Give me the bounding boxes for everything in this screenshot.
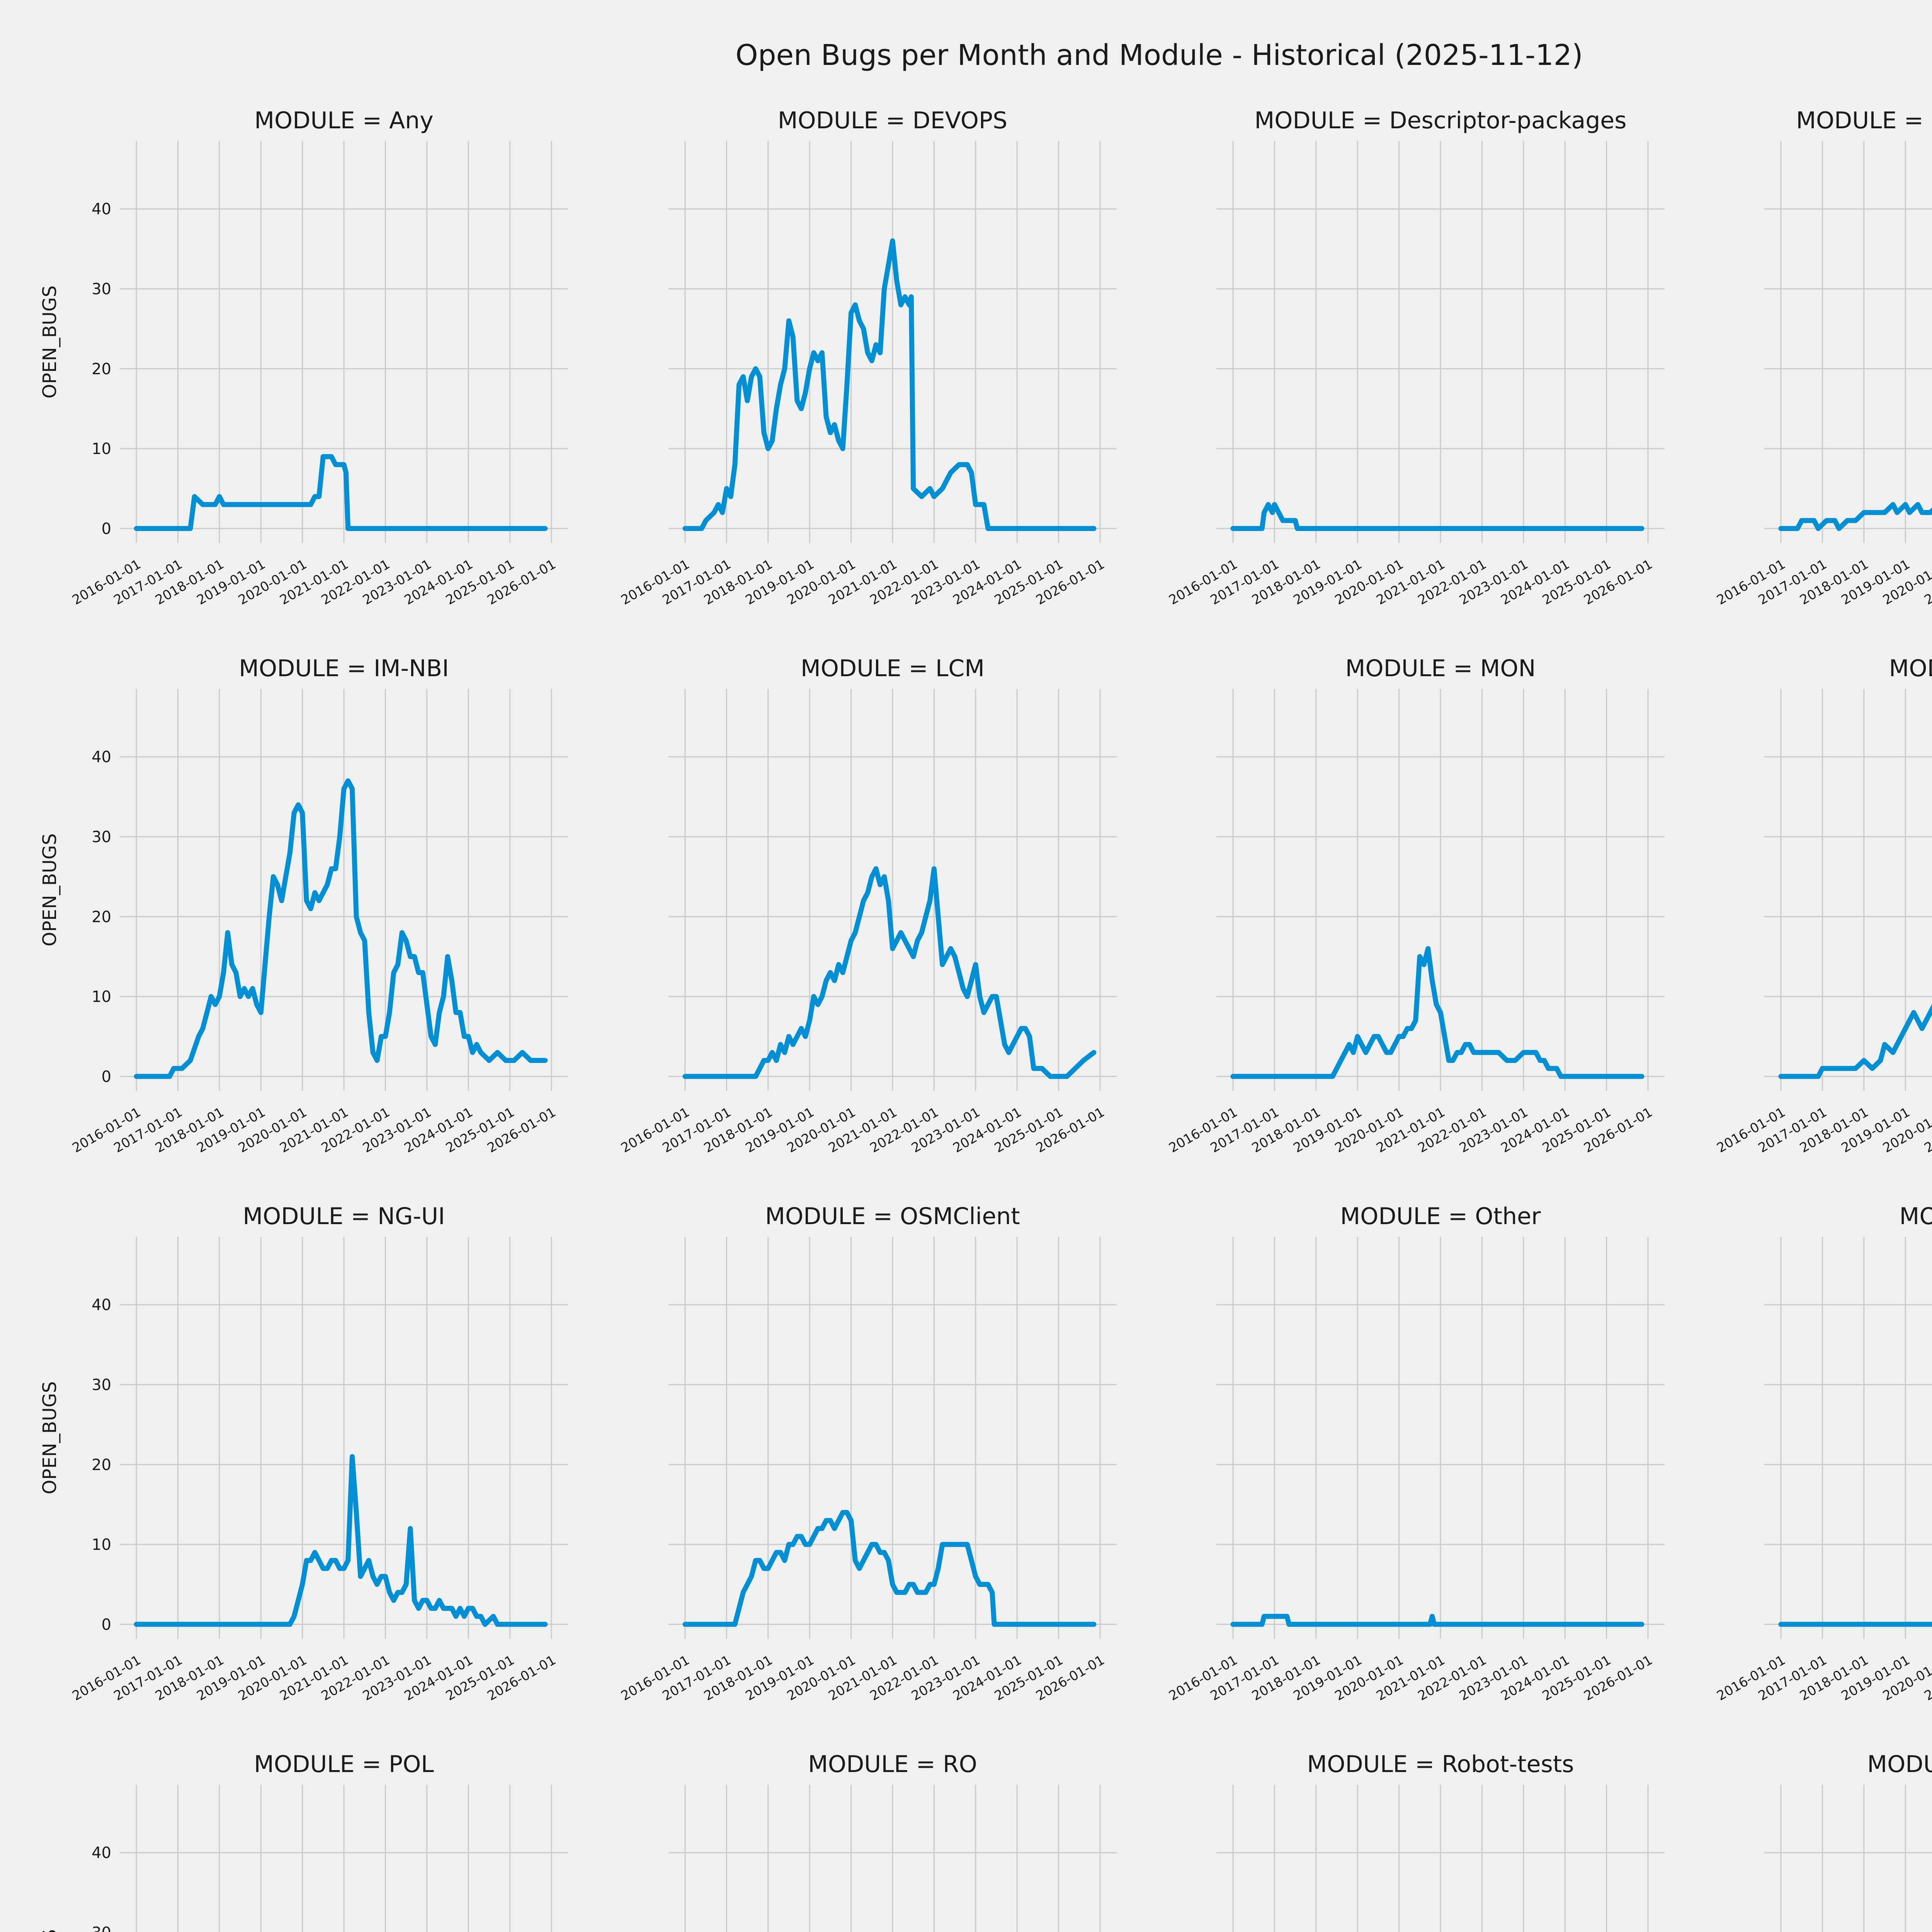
facet-title: MODULE = LCM bbox=[801, 656, 985, 682]
series-line bbox=[1230, 1614, 1645, 1627]
series-line bbox=[1778, 1622, 1932, 1627]
facet-ro: MODULE = RO2016-01-012017-01-012018-01-0… bbox=[618, 1751, 1166, 1932]
y-axis-label: OPEN_BUGS bbox=[39, 286, 61, 399]
y-tick-label: 40 bbox=[92, 1844, 111, 1862]
facet-mon: MODULE = MON 2016-01-01 2017-01-01 2018-01-… bbox=[1166, 655, 1714, 1204]
y-tick-label: 0 bbox=[102, 1068, 111, 1086]
facet-osmclient: MODULE = OSMClient 2016-01-01 2017-01-01 20… bbox=[618, 1203, 1166, 1752]
facet-chart: MODULE = IM-NBI2016-01-012017-01-012018-… bbox=[39, 655, 568, 1156]
y-tick-label: 10 bbox=[92, 1536, 111, 1554]
y-tick-label: 30 bbox=[92, 281, 111, 298]
series-line bbox=[682, 866, 1097, 1079]
facet-any: MODULE = Any 2016-01-01 2017-01-01 2018-01-… bbox=[15, 107, 618, 656]
facet-unknown: MODULE = Unknown2016-01-012017-01-012018… bbox=[1714, 1751, 1932, 1932]
facet-chart: MODULE = N2VC2016-01-012017-01-012018-01… bbox=[1714, 655, 1932, 1156]
y-tick-label: 40 bbox=[92, 201, 111, 218]
y-axis-label: OPEN_BUGS bbox=[39, 1381, 61, 1495]
facet-title: MODULE = Any bbox=[254, 108, 433, 134]
y-tick-label: 0 bbox=[102, 520, 111, 538]
facet-title: MODULE = RO bbox=[808, 1752, 977, 1778]
facet-chart: MODULE = Any2016-01-012017-01-012018-01-… bbox=[39, 107, 568, 608]
facet-chart: MODULE = Unknown2016-01-012017-01-012018… bbox=[1764, 1751, 1932, 1932]
facet-devops: MODULE = DEVOPS 2016-01-01 2017-01-01 2018-… bbox=[618, 107, 1166, 656]
facet-title: MODULE = Robot-tests bbox=[1307, 1752, 1574, 1778]
series-line bbox=[134, 454, 548, 531]
facet-title: MODULE = PLA bbox=[1900, 1204, 1932, 1230]
y-tick-label: 30 bbox=[92, 1924, 111, 1932]
facet-title: MODULE = Unknown bbox=[1867, 1752, 1932, 1778]
series-line bbox=[1230, 946, 1645, 1079]
y-axis-label: OPEN_BUGS bbox=[39, 833, 61, 947]
facet-title: MODULE = Other bbox=[1340, 1204, 1541, 1230]
facet-chart: MODULE = Descriptor-packages2016-01-0120… bbox=[1166, 107, 1665, 608]
facet-title: MODULE = OSMClient bbox=[765, 1204, 1020, 1230]
facet-title: MODULE = DEVOPS bbox=[778, 108, 1007, 134]
facet-chart: MODULE = DEVOPS2016-01-012017-01-012018-… bbox=[618, 107, 1117, 608]
facet-chart: MODULE = NG-UI2016-01-012017-01-012018-0… bbox=[39, 1203, 568, 1704]
facet-n2vc: MODULE = N2VC2016-01-012017-01-012018-01… bbox=[1714, 655, 1932, 1204]
y-tick-label: 20 bbox=[92, 908, 111, 926]
facet-chart: MODULE = Robot-tests2016-01-012017-01-01… bbox=[1216, 1751, 1665, 1932]
y-axis-label: OPEN_BUGS bbox=[39, 1929, 61, 1932]
y-tick-label: 10 bbox=[92, 988, 111, 1006]
facet-pol: MODULE = POL2016-01-012017-01-012018-01-… bbox=[15, 1751, 618, 1932]
facet-title: MODULE = Documentation / Wiki bbox=[1796, 108, 1932, 134]
facet-title: MODULE = MON bbox=[1345, 656, 1536, 682]
series-line bbox=[1778, 1003, 1932, 1079]
facet-chart: MODULE = Other2016-01-012017-01-012018-0… bbox=[1166, 1203, 1665, 1704]
facet-chart: MODULE = POL2016-01-012017-01-012018-01-… bbox=[39, 1751, 568, 1932]
facet-chart: MODULE = Documentation / Wiki2016-01-012… bbox=[1714, 107, 1932, 608]
facet-chart: MODULE = PLA2016-01-012017-01-012018-01-… bbox=[1714, 1203, 1932, 1704]
series-line bbox=[1230, 502, 1645, 531]
y-tick-label: 10 bbox=[92, 440, 111, 458]
y-tick-label: 30 bbox=[92, 1376, 111, 1394]
facet-chart: MODULE = OSMClient2016-01-012017-01-0120… bbox=[618, 1203, 1117, 1704]
facet-lcm: MODULE = LCM 2016-01-01 2017-01-01 2018-01-… bbox=[618, 655, 1166, 1204]
series-line bbox=[682, 238, 1097, 531]
y-tick-label: 0 bbox=[102, 1616, 111, 1634]
facet-ng-ui: MODULE = NG-UI 2016-01-01 2017-01-01 2018-0… bbox=[15, 1203, 618, 1752]
page-title: Open Bugs per Month and Module - Histori… bbox=[735, 39, 1583, 72]
y-tick-label: 40 bbox=[92, 1296, 111, 1314]
facet-documentation-wiki: MODULE = Documentation / Wiki2016-01-012… bbox=[1714, 107, 1932, 656]
y-tick-label: 40 bbox=[92, 748, 111, 766]
facet-im-nbi: MODULE = IM-NBI 2016-01-01 2017-01-01 2018-… bbox=[15, 655, 618, 1204]
y-tick-label: 30 bbox=[92, 828, 111, 846]
facet-pla: MODULE = PLA2016-01-012017-01-012018-01-… bbox=[1714, 1203, 1932, 1752]
facet-title: MODULE = Descriptor-packages bbox=[1255, 108, 1627, 134]
facet-robot-tests: MODULE = Robot-tests2016-01-012017-01-01… bbox=[1166, 1751, 1714, 1932]
series-line bbox=[682, 1510, 1097, 1627]
y-tick-label: 20 bbox=[92, 360, 111, 378]
facet-descriptor-packages: MODULE = Descriptor-packages 2016-01-01 20… bbox=[1166, 107, 1714, 656]
series-line bbox=[134, 1454, 548, 1627]
facet-grid: MODULE = Any 2016-01-01 2017-01-01 2018-01-… bbox=[15, 107, 1932, 1932]
series-line bbox=[1778, 502, 1932, 531]
facet-chart: MODULE = MON2016-01-012017-01-012018-01-… bbox=[1166, 655, 1665, 1156]
facet-chart: MODULE = RO2016-01-012017-01-012018-01-0… bbox=[668, 1751, 1117, 1932]
facet-title: MODULE = IM-NBI bbox=[239, 656, 449, 682]
facet-title: MODULE = N2VC bbox=[1889, 656, 1932, 682]
facet-title: MODULE = NG-UI bbox=[243, 1204, 445, 1230]
facet-other: MODULE = Other 2016-01-01 2017-01-01 2018-0… bbox=[1166, 1203, 1714, 1752]
series-line bbox=[134, 778, 548, 1079]
facet-chart: MODULE = LCM2016-01-012017-01-012018-01-… bbox=[618, 655, 1117, 1156]
facet-title: MODULE = POL bbox=[254, 1752, 434, 1778]
y-tick-label: 20 bbox=[92, 1456, 111, 1474]
